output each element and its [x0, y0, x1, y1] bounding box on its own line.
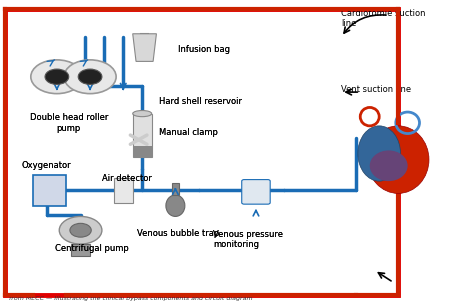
Circle shape	[31, 60, 83, 94]
Bar	[133, 146, 152, 157]
Text: Air detector: Air detector	[102, 173, 152, 183]
Text: Centrifugal pump: Centrifugal pump	[55, 244, 128, 253]
Bar	[172, 183, 179, 195]
Text: Venous bubble trap: Venous bubble trap	[137, 229, 220, 238]
Bar	[33, 175, 66, 206]
Bar	[114, 178, 133, 203]
Ellipse shape	[133, 111, 152, 117]
Text: Venous pressure
monitoring: Venous pressure monitoring	[213, 230, 283, 249]
Circle shape	[78, 69, 102, 84]
Ellipse shape	[367, 126, 429, 193]
FancyBboxPatch shape	[242, 180, 270, 204]
Ellipse shape	[166, 195, 185, 216]
Text: Vent suction line: Vent suction line	[341, 84, 411, 94]
Circle shape	[64, 60, 116, 94]
Ellipse shape	[370, 150, 408, 181]
Text: Cardiotomie suction
line: Cardiotomie suction line	[341, 9, 426, 28]
Text: Venous bubble trap: Venous bubble trap	[137, 229, 220, 238]
Text: Oxygenator: Oxygenator	[21, 161, 71, 170]
Text: Venous pressure
monitoring: Venous pressure monitoring	[213, 230, 283, 249]
Text: Manual clamp: Manual clamp	[159, 127, 218, 137]
Text: Double head roller
pump: Double head roller pump	[29, 113, 108, 133]
Ellipse shape	[358, 126, 401, 181]
Bar	[133, 114, 152, 157]
Circle shape	[45, 69, 69, 84]
Text: Infusion bag: Infusion bag	[178, 45, 230, 54]
Circle shape	[70, 223, 91, 237]
Bar	[5, 9, 398, 295]
Text: Air detector: Air detector	[102, 173, 152, 183]
Text: Double head roller
pump: Double head roller pump	[29, 113, 108, 133]
Text: Oxygenator: Oxygenator	[21, 161, 71, 170]
Text: Centrifugal pump: Centrifugal pump	[55, 244, 128, 253]
Text: Hard shell reservoir: Hard shell reservoir	[159, 97, 242, 106]
Circle shape	[59, 216, 102, 244]
Polygon shape	[133, 34, 156, 61]
Text: Infusion bag: Infusion bag	[178, 45, 230, 54]
Bar	[71, 244, 90, 256]
Text: from MECC — Illustrating the clinical bypass components and circuit diagram: from MECC — Illustrating the clinical by…	[9, 296, 253, 301]
Text: Hard shell reservoir: Hard shell reservoir	[159, 97, 242, 106]
Text: Manual clamp: Manual clamp	[159, 127, 218, 137]
